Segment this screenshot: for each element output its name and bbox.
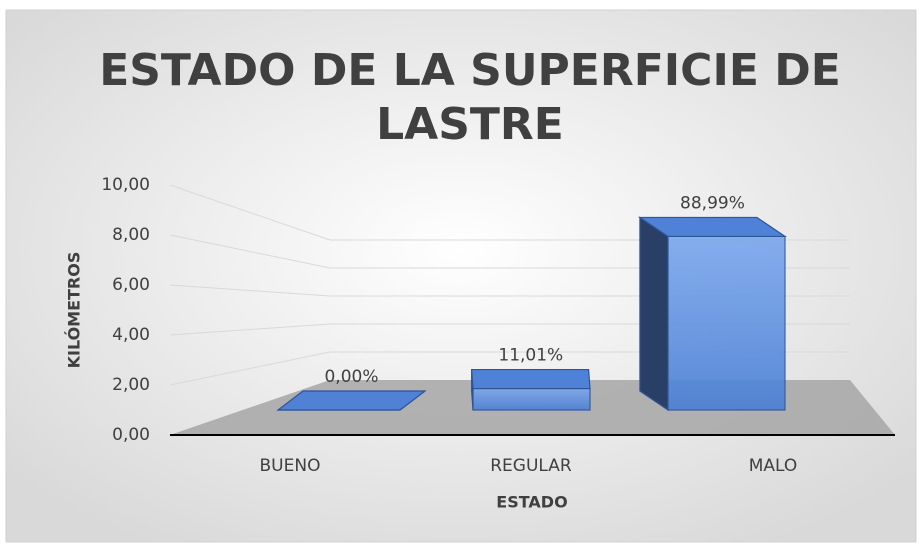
- chart-title: ESTADO DE LA SUPERFICIE DE: [99, 45, 841, 96]
- bar-front: [667, 235, 786, 411]
- bar-top: [276, 390, 427, 411]
- grid-line: [169, 284, 331, 297]
- bar: [276, 390, 427, 411]
- x-tick-label: BUENO: [260, 456, 321, 476]
- y-tick-label: 2,00: [112, 375, 150, 395]
- y-axis-title: KILÓMETROS: [65, 252, 84, 369]
- bar-top: [637, 216, 787, 238]
- x-tick-label: MALO: [749, 456, 798, 476]
- y-tick-label: 8,00: [112, 225, 150, 245]
- bar-front: [472, 387, 591, 411]
- y-tick-label: 4,00: [112, 325, 150, 345]
- data-label: 11,01%: [498, 346, 563, 366]
- y-tick-label: 6,00: [112, 275, 150, 295]
- x-tick-label: REGULAR: [490, 456, 572, 476]
- grid-line: [169, 184, 331, 241]
- grid-line: [169, 234, 331, 269]
- y-tick-label: 10,00: [101, 175, 150, 195]
- bar-top: [470, 368, 591, 390]
- bar-side: [639, 216, 669, 412]
- y-tick-label: 0,00: [112, 425, 150, 445]
- chart-title: LASTRE: [376, 99, 564, 150]
- data-label: 0,00%: [324, 367, 378, 387]
- x-axis-title: ESTADO: [496, 493, 567, 512]
- grid-line: [169, 351, 331, 386]
- data-label: 88,99%: [680, 193, 745, 213]
- bar: [470, 368, 591, 411]
- grid-line: [169, 323, 331, 336]
- bar: [637, 216, 787, 412]
